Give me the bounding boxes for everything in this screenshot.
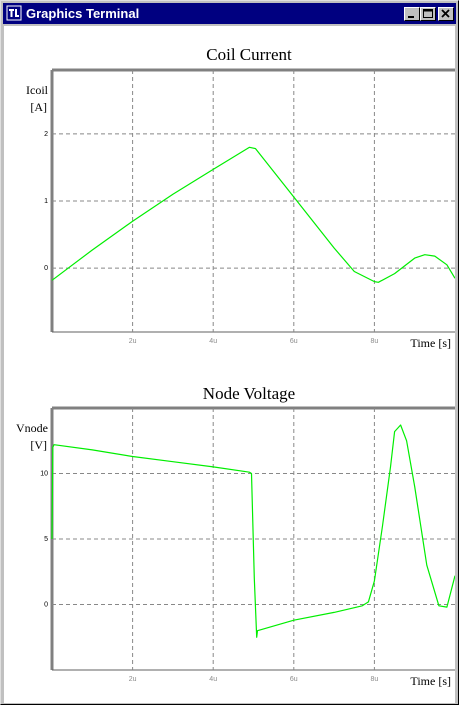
x-tick-label: 2u: [129, 338, 137, 345]
x-tick-label: 6u: [290, 338, 298, 345]
x-axis-label: Time [s]: [410, 336, 451, 350]
maximize-button[interactable]: [420, 7, 436, 21]
chart-title: Node Voltage: [203, 384, 295, 403]
y-axis-label-unit: [A]: [30, 100, 47, 114]
y-tick-label: 2: [44, 131, 48, 138]
y-tick-label: 5: [44, 536, 48, 543]
x-tick-label: 8u: [371, 676, 379, 683]
x-tick-label: 4u: [209, 338, 217, 345]
maximize-icon: [423, 9, 433, 18]
x-axis-label: Time [s]: [410, 674, 451, 688]
coil-current-chart: Coil Current Icoil [A] Time [s] 2u 4u 6u 8u…: [26, 45, 455, 350]
graphics-area: Coil Current Icoil [A] Time [s] 2u 4u 6u 8u…: [4, 26, 455, 703]
x-tick-label: 2u: [129, 676, 137, 683]
x-tick-label: 8u: [371, 338, 379, 345]
window-title: Graphics Terminal: [26, 6, 140, 21]
app-logo-icon: [6, 5, 22, 21]
y-axis-label-name: Icoil: [26, 83, 49, 97]
series-line: [51, 424, 455, 638]
y-tick-label: 0: [44, 265, 48, 272]
close-icon: [441, 9, 450, 18]
y-tick-label: 0: [44, 602, 48, 609]
y-axis-label-unit: [V]: [30, 438, 47, 452]
close-button[interactable]: [438, 7, 454, 21]
minimize-button[interactable]: [404, 7, 420, 21]
x-tick-label: 6u: [290, 676, 298, 683]
chart-title: Coil Current: [206, 45, 292, 64]
minimize-icon: [408, 16, 414, 18]
y-axis-label-name: Vnode: [16, 421, 48, 435]
series-line: [51, 146, 455, 283]
x-tick-label: 4u: [209, 676, 217, 683]
title-bar[interactable]: Graphics Terminal: [3, 3, 456, 24]
y-tick-label: 1: [44, 198, 48, 205]
plots-canvas: Coil Current Icoil [A] Time [s] 2u 4u 6u 8u…: [16, 45, 455, 688]
node-voltage-chart: Node Voltage Vnode [V] Time [s] 2u 4u 6u 8u…: [16, 384, 455, 688]
y-tick-label: 10: [40, 471, 48, 478]
